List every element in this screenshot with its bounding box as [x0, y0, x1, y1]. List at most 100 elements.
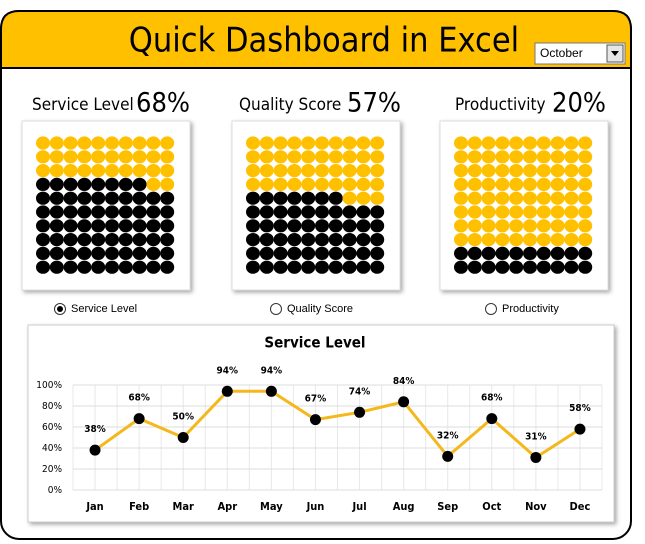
waffle-dot-empty — [259, 150, 274, 164]
data-label: 84% — [393, 376, 415, 387]
waffle-dot-filled — [105, 177, 119, 191]
line-marker — [177, 432, 189, 443]
waffle-dot-filled — [105, 260, 119, 274]
line-marker — [309, 414, 321, 426]
data-label: 94% — [261, 365, 283, 376]
waffle-dot-empty — [146, 136, 161, 150]
radio-label[interactable]: Service Level — [71, 303, 137, 315]
waffle-dot-empty — [259, 177, 274, 191]
waffle-dot-filled — [287, 246, 302, 260]
waffle-dot-empty — [356, 177, 371, 191]
waffle-dot-empty — [63, 150, 78, 164]
waffle-dot-filled — [49, 233, 64, 247]
waffle-dot-filled — [328, 260, 343, 274]
x-tick-label: Jun — [306, 500, 325, 513]
waffle-dot-filled — [287, 219, 302, 233]
waffle-dot-filled — [287, 233, 302, 247]
waffle-dot-filled — [523, 260, 537, 274]
dropdown-value[interactable]: October — [540, 46, 583, 60]
line-marker — [486, 413, 498, 425]
waffle-dot-empty — [550, 150, 565, 164]
waffle-dot-filled — [273, 205, 288, 219]
waffle-dot-filled — [467, 260, 482, 274]
waffle-dot-empty — [77, 150, 92, 164]
waffle-dot-filled — [342, 260, 357, 274]
waffle-dot-empty — [454, 233, 468, 247]
waffle-dot-empty — [578, 233, 593, 247]
waffle-dot-filled — [246, 246, 260, 260]
waffle-dot-empty — [454, 219, 468, 233]
waffle-dot-empty — [467, 177, 482, 191]
waffle-dot-filled — [287, 260, 302, 274]
waffle-dot-filled — [49, 205, 64, 219]
dropdown-box[interactable] — [534, 42, 626, 65]
waffle-dot-empty — [370, 177, 385, 191]
waffle-dot-filled — [259, 246, 274, 260]
waffle-dot-empty — [509, 136, 524, 150]
waffle-dot-empty — [495, 233, 510, 247]
waffle-dot-empty — [509, 233, 524, 247]
waffle-dot-empty — [550, 205, 565, 219]
line-marker — [442, 450, 454, 462]
waffle-dot-filled — [356, 260, 371, 274]
waffle-dot-empty — [578, 205, 593, 219]
waffle-dot-empty — [454, 177, 468, 191]
waffle-dot-empty — [160, 150, 175, 164]
line-marker — [265, 385, 277, 397]
x-tick-label: Mar — [172, 500, 194, 513]
waffle-dot-empty — [523, 191, 537, 205]
data-label: 50% — [172, 412, 194, 423]
x-tick-label: Feb — [129, 500, 149, 513]
waffle-dot-empty — [315, 177, 329, 191]
month-dropdown[interactable]: October — [534, 42, 626, 65]
waffle-dot-empty — [550, 177, 565, 191]
waffle-dot-empty — [578, 136, 593, 150]
waffle-dot-filled — [36, 219, 50, 233]
waffle-dot-filled — [77, 246, 92, 260]
radio-button[interactable] — [485, 303, 497, 315]
waffle-dot-empty — [342, 191, 357, 205]
radio-label[interactable]: Productivity — [502, 303, 559, 315]
waffle-dot-filled — [536, 260, 551, 274]
waffle-dot-empty — [356, 150, 371, 164]
waffle-dot-empty — [536, 233, 551, 247]
waffle-dot-filled — [328, 191, 343, 205]
line-panel — [27, 324, 615, 523]
waffle-dot-filled — [370, 219, 385, 233]
header-band — [0, 10, 632, 69]
waffle-dot-empty — [550, 164, 565, 178]
waffle-dot-empty — [77, 164, 92, 178]
waffle-dot-filled — [328, 246, 343, 260]
waffle-dot-empty — [370, 191, 385, 205]
waffle-dot-filled — [495, 260, 510, 274]
waffle-dot-filled — [91, 191, 106, 205]
radio-label[interactable]: Quality Score — [287, 303, 353, 315]
waffle-dot-empty — [63, 136, 78, 150]
waffle-dot-filled — [77, 205, 92, 219]
waffle-dot-empty — [301, 150, 316, 164]
waffle-dot-filled — [481, 246, 496, 260]
waffle-dot-empty — [467, 164, 482, 178]
waffle-dot-filled — [77, 177, 92, 191]
waffle-dot-filled — [118, 191, 133, 205]
waffle-dot-filled — [328, 219, 343, 233]
waffle-dot-empty — [356, 191, 371, 205]
waffle-dot-filled — [132, 219, 147, 233]
waffle-dot-filled — [49, 260, 64, 274]
waffle-dot-empty — [550, 219, 565, 233]
x-tick-label: Aug — [393, 500, 415, 513]
y-tick-label: 40% — [42, 443, 62, 454]
data-label: 74% — [349, 386, 371, 397]
waffle-dot-empty — [523, 136, 537, 150]
waffle-dot-empty — [523, 150, 537, 164]
waffle-dot-empty — [118, 150, 133, 164]
waffle-dot-empty — [536, 150, 551, 164]
x-tick-label: Dec — [570, 500, 591, 513]
waffle-dot-empty — [160, 164, 175, 178]
radio-button[interactable] — [270, 303, 282, 315]
waffle-dot-empty — [578, 191, 593, 205]
radio-dot[interactable] — [57, 306, 63, 312]
waffle-dot-empty — [328, 177, 343, 191]
waffle-dot-empty — [259, 164, 274, 178]
waffle-dot-empty — [246, 177, 260, 191]
